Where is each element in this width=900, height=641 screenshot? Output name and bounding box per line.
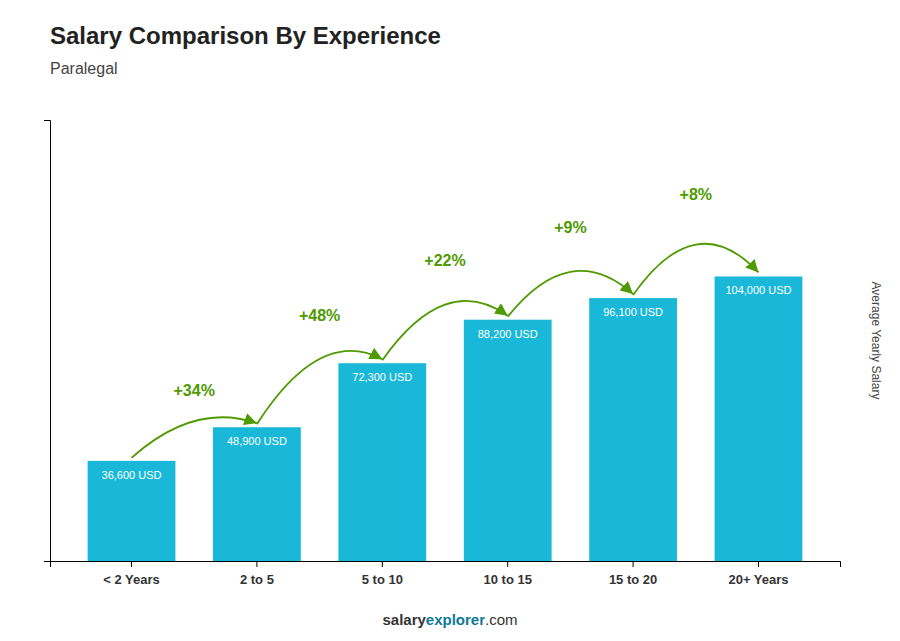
x-tick: 20+ Years (728, 561, 788, 587)
x-axis-line (51, 562, 841, 568)
x-tick-mark (633, 561, 634, 567)
bar (589, 298, 677, 561)
x-tick-label: 2 to 5 (240, 572, 274, 587)
data-label: 104,000 USD (725, 284, 791, 296)
change-annotations: +34% +48% +22% +9% +8% (132, 186, 759, 458)
change-label: +34% (174, 382, 215, 399)
x-tick: 2 to 5 (240, 561, 274, 587)
title: Salary Comparison By Experience (50, 22, 441, 49)
x-tick-mark (507, 561, 508, 567)
footer: salaryexplorer.com (382, 611, 517, 628)
change-arrow (257, 351, 382, 424)
data-label: 48,900 USD (227, 435, 287, 447)
bar (88, 461, 176, 561)
y-axis-title: Average Yearly Salary (869, 282, 883, 400)
bar (213, 427, 301, 561)
bar (464, 320, 552, 561)
footer-part: salary (382, 611, 426, 628)
footer-part: .com (485, 611, 518, 628)
change-arrow (132, 417, 257, 458)
data-label: 72,300 USD (352, 371, 412, 383)
data-label: 96,100 USD (603, 306, 663, 318)
x-tick-mark (131, 561, 132, 567)
change-label: +8% (680, 186, 712, 203)
plot-area (88, 276, 803, 561)
subtitle: Paralegal (50, 60, 118, 77)
bar (715, 276, 803, 561)
y-axis-line (44, 121, 51, 562)
x-tick: < 2 Years (103, 561, 160, 587)
x-tick-label: < 2 Years (103, 572, 160, 587)
x-tick: 10 to 15 (483, 561, 531, 587)
x-tick-mark (382, 561, 383, 567)
change-arrow (382, 301, 507, 360)
bar (338, 363, 426, 561)
x-tick-label: 10 to 15 (483, 572, 531, 587)
change-label: +9% (554, 219, 586, 236)
x-tick-mark (256, 561, 257, 567)
y-axis (44, 121, 51, 562)
chart: Salary Comparison By Experience Paralegal… (0, 0, 900, 641)
x-tick-label: 5 to 10 (362, 572, 403, 587)
x-axis: < 2 Years 2 to 5 5 to 10 10 to 15 15 to 20 20… (51, 561, 841, 587)
x-tick-mark (758, 561, 759, 567)
footer-part: explorer (426, 611, 485, 628)
x-tick: 5 to 10 (362, 561, 403, 587)
data-label: 36,600 USD (102, 469, 162, 481)
data-label: 88,200 USD (478, 328, 538, 340)
change-label: +22% (424, 252, 465, 269)
data-labels: 36,600 USD 48,900 USD 72,300 USD 88,200 USD… (102, 284, 792, 480)
x-tick-label: 20+ Years (728, 572, 788, 587)
change-arrow (633, 244, 758, 295)
change-arrow (508, 271, 633, 317)
x-tick-label: 15 to 20 (609, 572, 657, 587)
x-tick: 15 to 20 (609, 561, 657, 587)
change-label: +48% (299, 307, 340, 324)
